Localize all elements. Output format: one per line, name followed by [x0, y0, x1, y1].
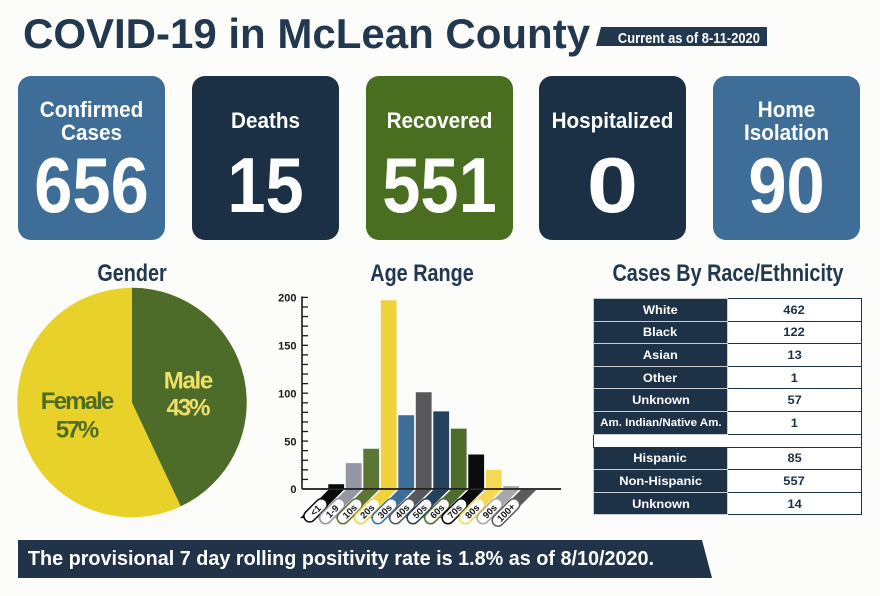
svg-text:100: 100: [278, 388, 296, 400]
svg-text:0: 0: [290, 484, 296, 496]
svg-text:43%: 43%: [167, 394, 211, 421]
svg-text:150: 150: [278, 340, 296, 352]
svg-text:200: 200: [278, 293, 296, 305]
svg-text:Male: Male: [164, 367, 214, 394]
svg-text:57%: 57%: [56, 416, 100, 443]
svg-text:50: 50: [284, 436, 296, 448]
svg-text:Female: Female: [41, 388, 115, 415]
